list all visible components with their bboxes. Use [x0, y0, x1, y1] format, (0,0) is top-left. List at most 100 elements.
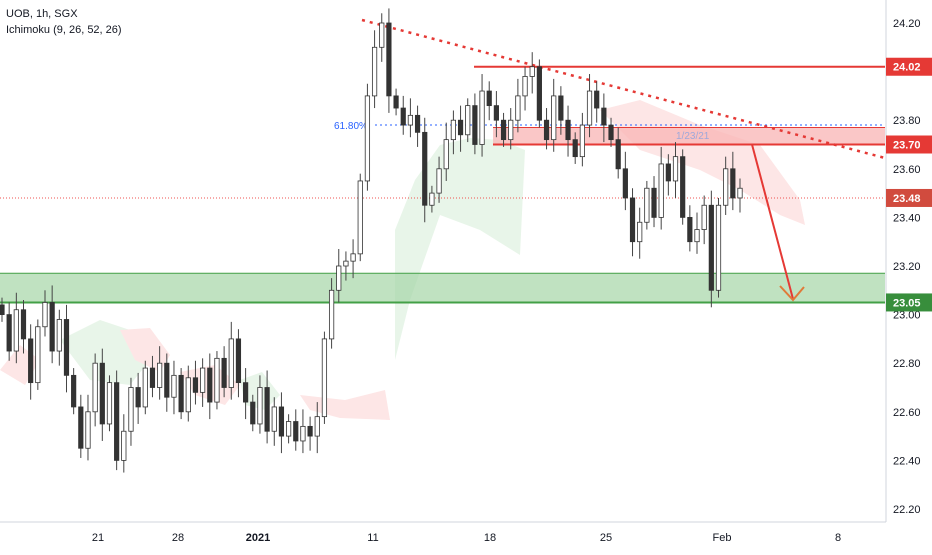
candle: [271, 397, 277, 446]
candle-body: [422, 131, 428, 206]
candle: [228, 321, 234, 400]
candle-body: [328, 289, 335, 340]
candle: [594, 81, 600, 123]
y-tick-label: 24.20: [893, 18, 921, 30]
candle-body: [443, 139, 449, 170]
date-annotation: 1/23/21: [676, 131, 710, 142]
candle-body: [228, 338, 234, 388]
candle-body: [0, 304, 5, 316]
price-tag-23-05-bg: [886, 293, 932, 312]
candle: [558, 86, 564, 135]
candle-body: [515, 95, 521, 121]
candle-body: [579, 124, 585, 158]
candle: [680, 149, 686, 225]
candle: [536, 59, 542, 128]
candle: [92, 353, 98, 427]
candle-body: [42, 302, 48, 328]
candle-body: [586, 90, 593, 126]
price-tag-23-48: 23.48: [893, 193, 921, 205]
candle-body: [257, 387, 263, 425]
candle-body: [336, 265, 342, 291]
candle: [730, 151, 736, 211]
candle: [737, 178, 743, 213]
candle-body: [493, 105, 499, 121]
candle: [300, 409, 306, 454]
candle-body: [35, 326, 41, 384]
candle: [479, 74, 485, 157]
candle: [637, 207, 643, 259]
y-tick-label: 23.20: [893, 261, 921, 273]
candle-body: [680, 156, 686, 218]
cloud-bull-area: [395, 138, 525, 360]
candle: [644, 180, 650, 230]
candle-body: [300, 425, 306, 442]
candle: [314, 402, 320, 454]
candle-body: [121, 430, 127, 461]
y-tick-label: 23.80: [893, 115, 921, 127]
candle: [443, 122, 449, 181]
candle: [135, 372, 141, 424]
candle-body: [49, 302, 55, 352]
x-tick-label: 2021: [246, 532, 270, 544]
candle-body: [350, 253, 356, 262]
ichimoku-cloud: [0, 100, 805, 420]
candle-body: [601, 107, 607, 126]
candle: [429, 185, 435, 213]
candle: [78, 394, 84, 458]
candle-body: [500, 119, 507, 141]
candle-body: [135, 387, 141, 408]
x-tick-label: 11: [367, 532, 378, 544]
candle: [185, 365, 191, 422]
candles: [0, 8, 743, 473]
candle: [715, 197, 722, 298]
candle-body: [436, 168, 442, 194]
x-tick-label: Feb: [713, 532, 732, 544]
price-tag-24-02-bg: [886, 57, 932, 76]
price-tag-23-48-bg: [886, 188, 932, 207]
candle-body: [658, 163, 664, 218]
candle: [364, 83, 371, 191]
candle-body: [536, 66, 542, 121]
price-axis-bg: [886, 0, 932, 550]
price-tag-23-05: 23.05: [893, 297, 921, 309]
candle-body: [149, 367, 156, 388]
candle-body: [565, 119, 571, 141]
cloud-bear-area: [300, 390, 390, 420]
candle-body: [364, 95, 371, 182]
candle-body: [508, 119, 514, 141]
candle-body: [730, 168, 736, 199]
candle: [171, 360, 177, 415]
y-tick-label: 22.60: [893, 407, 921, 419]
candle: [192, 360, 199, 405]
candle: [350, 239, 356, 279]
candle: [336, 248, 342, 303]
cloud-bear-area: [120, 328, 170, 372]
candle-body: [479, 90, 485, 145]
projection-arrow-head: [779, 285, 805, 302]
candle: [149, 355, 156, 398]
candle: [264, 370, 270, 444]
candle: [651, 176, 657, 228]
candle: [56, 309, 62, 366]
candle: [723, 156, 729, 215]
candle-body: [529, 66, 535, 77]
candle-body: [715, 204, 722, 291]
candle-body: [178, 374, 184, 413]
candle: [622, 151, 628, 211]
candle-body: [672, 156, 679, 182]
candle: [243, 368, 249, 420]
candle-body: [486, 90, 492, 107]
descending-trendline: [361, 18, 886, 160]
resistance-zone: [493, 127, 885, 145]
candle-body: [407, 114, 414, 126]
candle-body: [572, 139, 578, 158]
candle: [393, 88, 399, 116]
candle-body: [6, 314, 12, 352]
candle-body: [457, 119, 464, 136]
candle: [178, 368, 184, 420]
price-tag-23-70-bg: [886, 135, 932, 154]
candle-body: [235, 338, 242, 384]
candle-body: [687, 216, 693, 243]
